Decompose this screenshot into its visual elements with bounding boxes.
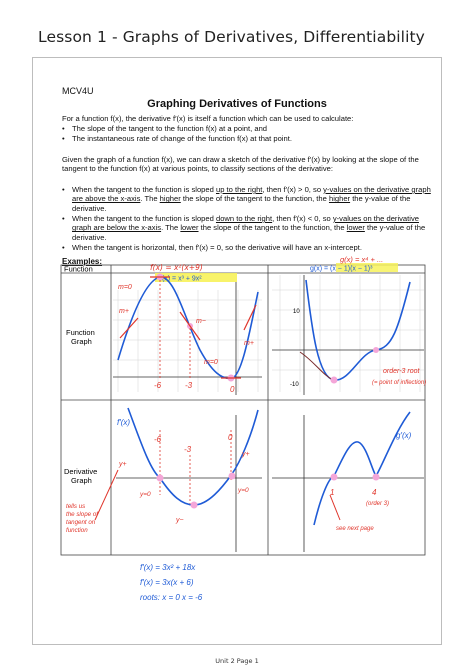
row-label-function-2: Graph	[71, 337, 92, 346]
handout-heading: Graphing Derivatives of Functions	[147, 98, 327, 110]
intro-bullet-rate: The instantaneous rate of change of the …	[62, 134, 434, 144]
ex2-printed-equation: g(x) = (x − 1)(x − 1)³	[310, 266, 373, 273]
ex1-deriv-root-0	[228, 472, 236, 480]
ex2-min-point	[330, 376, 338, 384]
handout-sheet	[32, 57, 442, 645]
ex2-inflection-label: (= point of inflection)	[372, 380, 426, 386]
ex2-see-next-arrow	[329, 494, 341, 521]
work-line-3: roots: x = 0 x = -6	[140, 593, 203, 602]
ex1-label-mzero-1: m=0	[118, 284, 132, 291]
ex1-eq-highlight	[155, 273, 237, 282]
ex2-tick-10: 10	[293, 309, 300, 315]
ex1-label-mneg: m−	[196, 318, 206, 325]
ex2-root-point	[373, 347, 379, 353]
ex1-deriv-neg3: -3	[184, 445, 192, 454]
row-label-derivative-1: Derivative	[64, 467, 97, 476]
ex2-eq-highlight	[336, 263, 398, 272]
ex1-deriv-ypos-1: y+	[118, 461, 127, 468]
intro-text: For a function f(x), the derivative f′(x…	[62, 114, 354, 123]
ex2-gprime-label: g′(x)	[396, 431, 412, 440]
col-header-function: Function	[64, 265, 93, 274]
row-label-derivative-2: Graph	[71, 476, 92, 485]
rule-down-right: When the tangent to the function is slop…	[62, 214, 434, 242]
ex1-label-mpos-1: m+	[119, 308, 129, 315]
ex2-order3-label: order-3 root	[383, 368, 421, 375]
ex2-handwritten-eq: g(x) = x⁴ + ...	[340, 255, 383, 264]
ex1-deriv-yzero-1: y=0	[139, 491, 151, 498]
svg-text:tangent on: tangent on	[66, 519, 96, 526]
work-line-1: f′(x) = 3x² + 18x	[140, 563, 196, 572]
ex1-label-mpos-2: m+	[244, 340, 254, 347]
ex1-deriv-yzero-2: y=0	[237, 487, 249, 494]
ex1-deriv-root-neg6	[156, 474, 164, 482]
given-text: Given the graph of a function f(x), we c…	[62, 155, 419, 174]
ex1-function-curve	[117, 276, 259, 380]
rule-horizontal: When the tangent is horizontal, then f′(…	[62, 243, 434, 253]
ex2-deriv-1: 1	[330, 488, 334, 497]
ex2-deriv-root-4	[372, 473, 380, 481]
ex1-label-0: 0	[230, 385, 235, 394]
ex2-derivative-curve	[313, 411, 411, 526]
work-line-2: f′(x) = 3x(x + 6)	[140, 578, 194, 587]
ex1-deriv-yneg: y−	[175, 517, 184, 524]
ex1-printed-equation: f(x) = x³ + 9x²	[160, 276, 202, 283]
page-footer: Unit 2 Page 1	[215, 657, 259, 665]
ex1-label-neg6: -6	[154, 381, 162, 390]
tells-us-arrow	[94, 469, 119, 521]
ex2-see-next: see next page	[336, 526, 374, 532]
ex2-tick-neg10: -10	[290, 382, 299, 388]
ex2-order-note: (order 3)	[366, 501, 389, 507]
ex1-tangent-marks	[119, 276, 257, 379]
ex1-function-grid	[113, 290, 262, 392]
ex2-deriv-root-1	[330, 473, 338, 481]
ex1-deriv-ypos-2: y+	[241, 451, 250, 458]
ex2-function-grid	[272, 275, 424, 392]
row-label-function-1: Function	[66, 328, 95, 337]
ex1-deriv-neg6: -6	[154, 435, 162, 444]
ex2-deriv-4: 4	[372, 488, 377, 497]
ex1-deriv-dashes	[159, 430, 232, 505]
svg-text:the slope of: the slope of	[66, 511, 99, 518]
ex1-handwritten-eq: f(x) = x²(x+9)	[150, 263, 203, 272]
ex1-deriv-min	[190, 501, 198, 509]
tells-us-note: tells us the slope of tangent on functio…	[66, 503, 99, 534]
ex1-deriv-0: 0	[228, 433, 233, 442]
svg-text:function: function	[66, 527, 88, 534]
intro-bullet-slope: The slope of the tangent to the function…	[62, 124, 434, 134]
svg-text:tells us: tells us	[66, 503, 85, 510]
ex1-label-mzero-2: m=0	[204, 359, 218, 366]
ex1-fprime-label: f′(x)	[117, 418, 130, 427]
rule-up-right: When the tangent to the function is slop…	[62, 185, 434, 213]
ex2-function-curve	[305, 279, 411, 381]
lesson-title: Lesson 1 - Graphs of Derivatives, Differ…	[38, 28, 425, 46]
ex1-label-neg3: -3	[185, 381, 193, 390]
course-code: MCV4U	[62, 86, 94, 96]
examples-label: Examples:	[62, 257, 103, 266]
table-grid	[60, 264, 426, 556]
